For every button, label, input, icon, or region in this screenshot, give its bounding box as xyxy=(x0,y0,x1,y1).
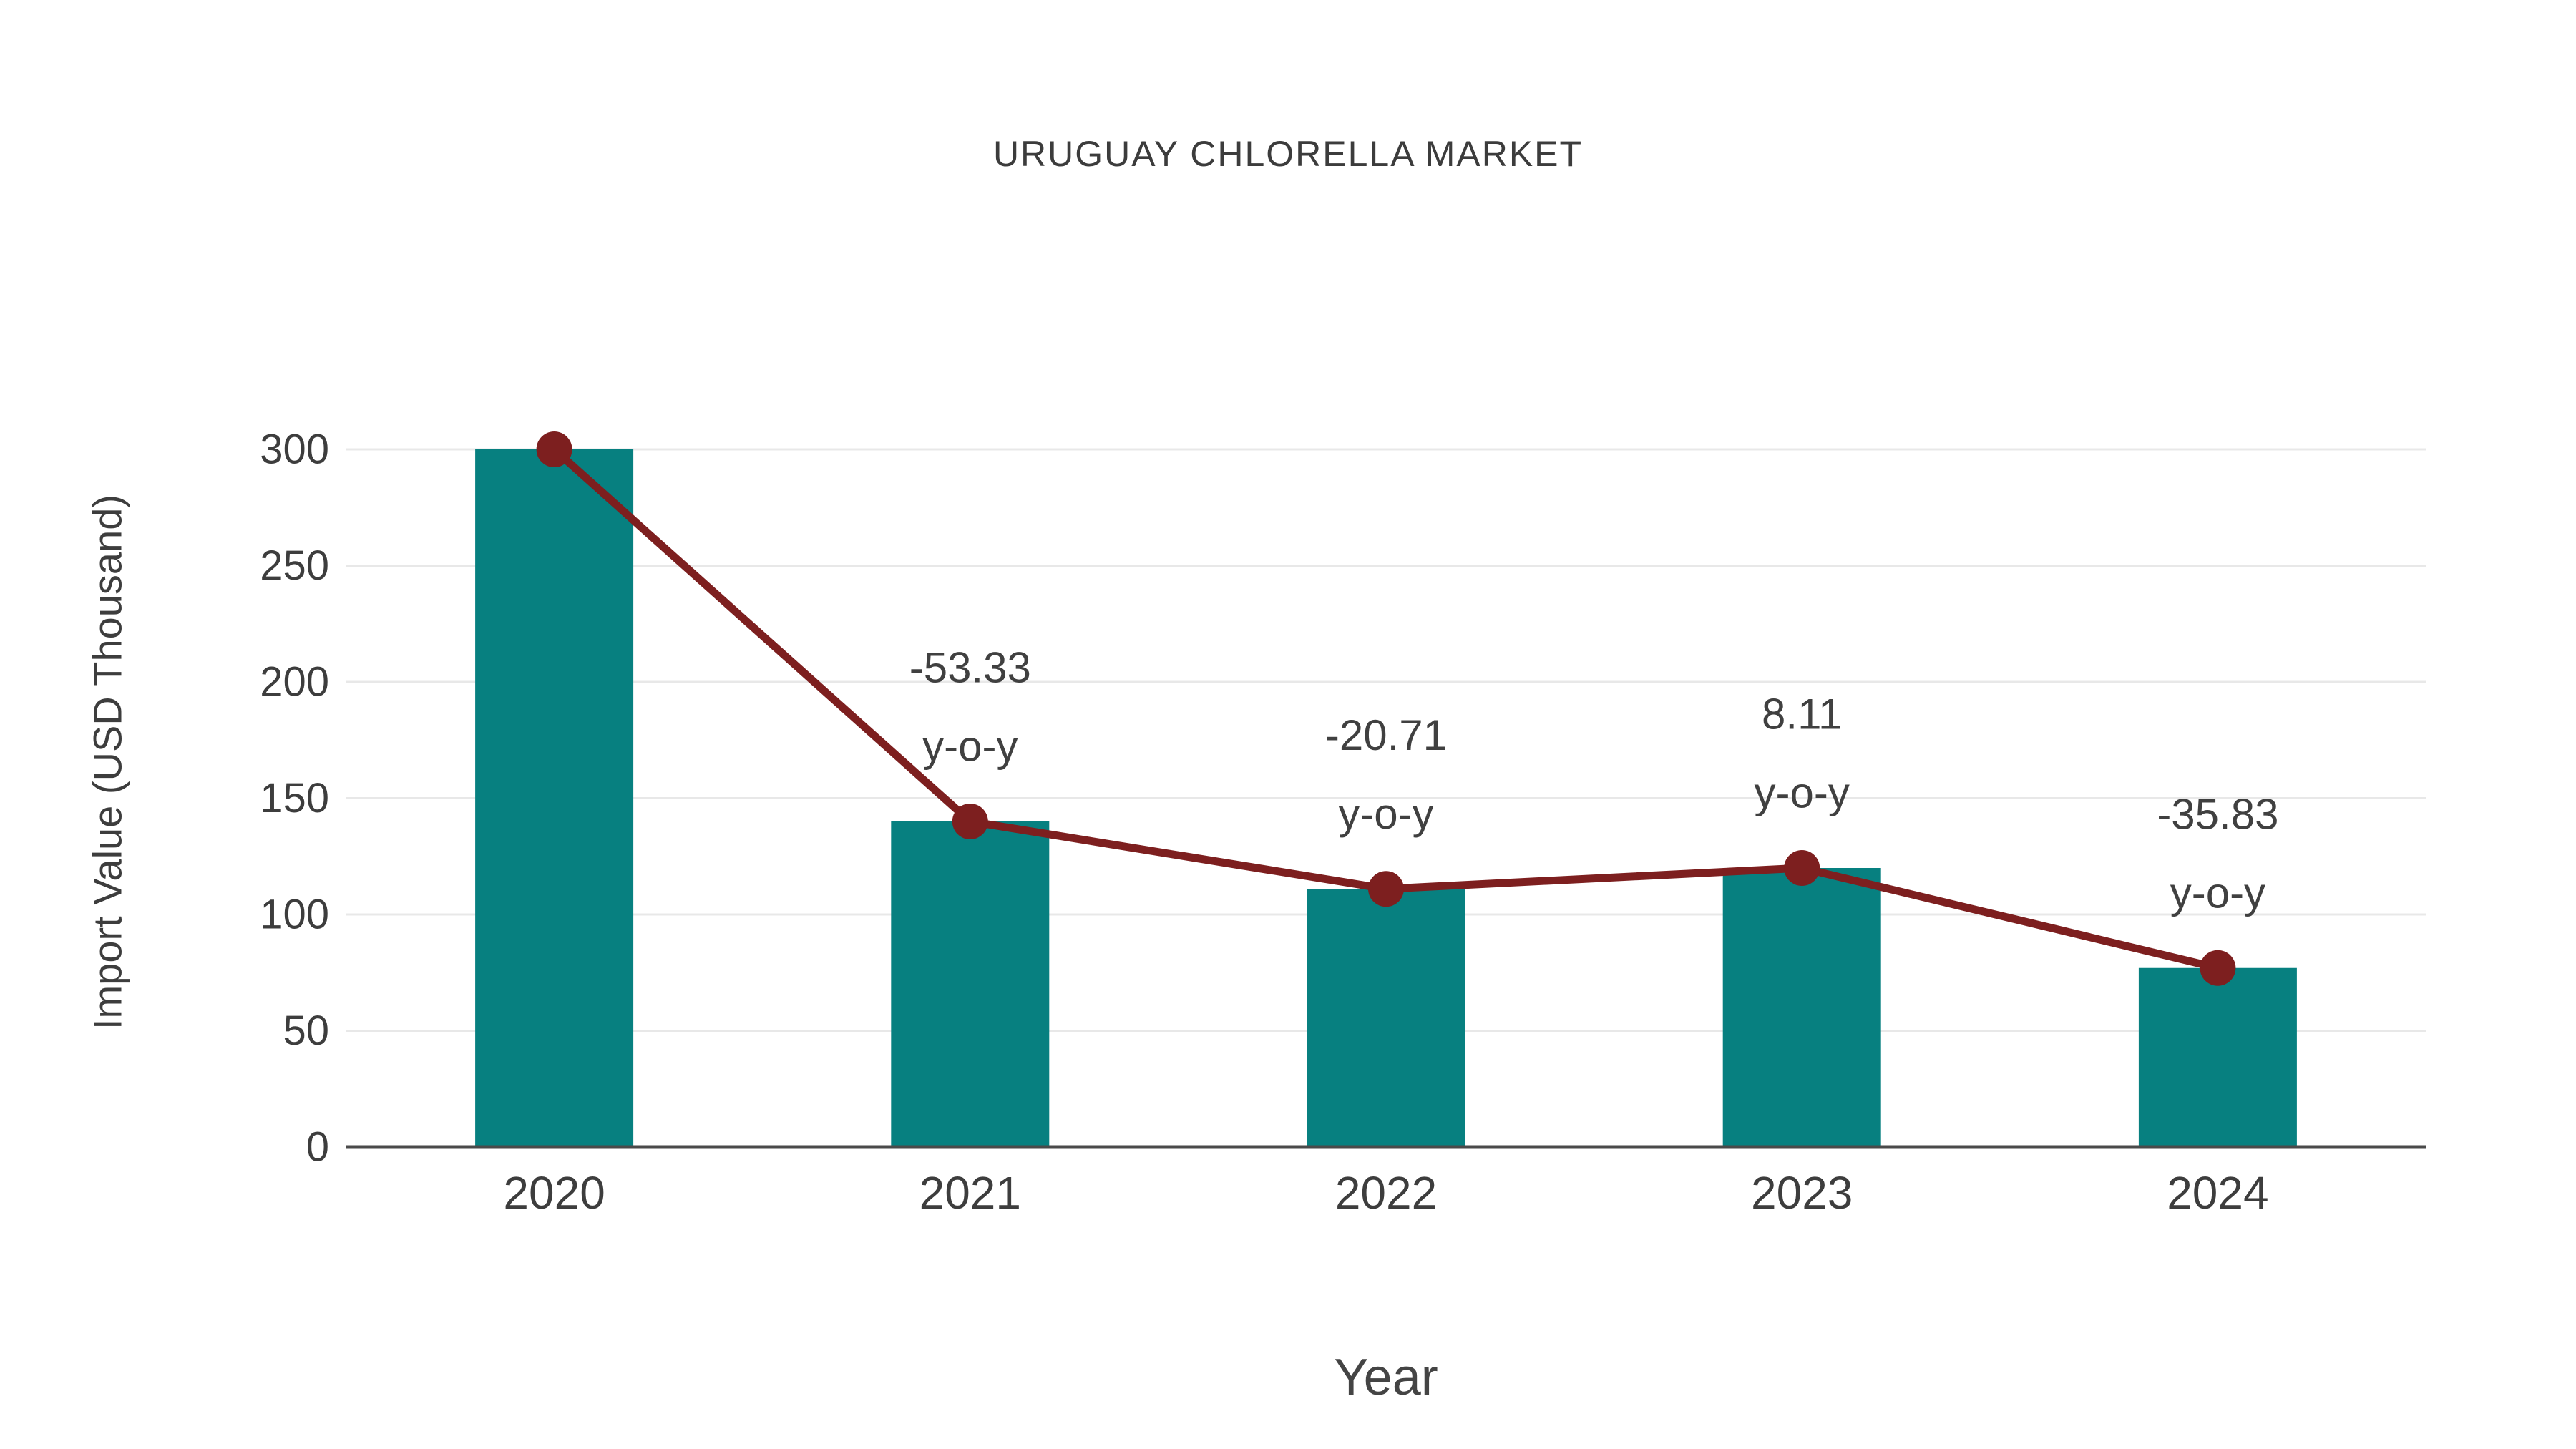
bar-2022 xyxy=(1307,889,1465,1147)
y-tick-label-0: 0 xyxy=(306,1124,329,1171)
annotation-yoy-2024: y-o-y xyxy=(2170,869,2265,917)
y-tick-label-300: 300 xyxy=(260,426,329,473)
annotation-value-2023: 8.11 xyxy=(1762,691,1842,738)
x-tick-label-2023: 2023 xyxy=(1751,1167,1853,1219)
bar-2021 xyxy=(891,821,1050,1147)
annotation-yoy-2021: y-o-y xyxy=(922,723,1018,771)
trend-marker-2024 xyxy=(2200,950,2236,986)
trend-marker-2023 xyxy=(1784,850,1820,886)
chart-title: URUGUAY CHLORELLA MARKET xyxy=(992,134,1584,174)
annotation-value-2024: -35.83 xyxy=(2157,790,2278,838)
x-tick-label-2024: 2024 xyxy=(2167,1167,2268,1219)
trend-marker-2022 xyxy=(1368,871,1404,907)
y-tick-label-50: 50 xyxy=(283,1008,329,1054)
x-tick-label-2022: 2022 xyxy=(1335,1167,1437,1219)
trend-marker-2021 xyxy=(952,804,988,839)
y-tick-label-150: 150 xyxy=(260,775,329,821)
y-tick-label-250: 250 xyxy=(260,542,329,589)
annotation-yoy-2023: y-o-y xyxy=(1755,769,1850,817)
y-tick-label-200: 200 xyxy=(260,659,329,706)
bar-2020 xyxy=(475,449,634,1147)
bar-2023 xyxy=(1722,868,1881,1147)
annotation-yoy-2022: y-o-y xyxy=(1338,790,1433,838)
x-axis-title: Year xyxy=(1334,1349,1438,1406)
x-tick-label-2020: 2020 xyxy=(503,1167,605,1219)
trend-marker-2020 xyxy=(536,431,572,467)
x-tick-label-2021: 2021 xyxy=(919,1167,1021,1219)
y-tick-label-100: 100 xyxy=(260,892,329,938)
annotation-value-2021: -53.33 xyxy=(909,644,1031,692)
annotation-value-2022: -20.71 xyxy=(1325,711,1447,759)
bar-2024 xyxy=(2138,967,2297,1147)
